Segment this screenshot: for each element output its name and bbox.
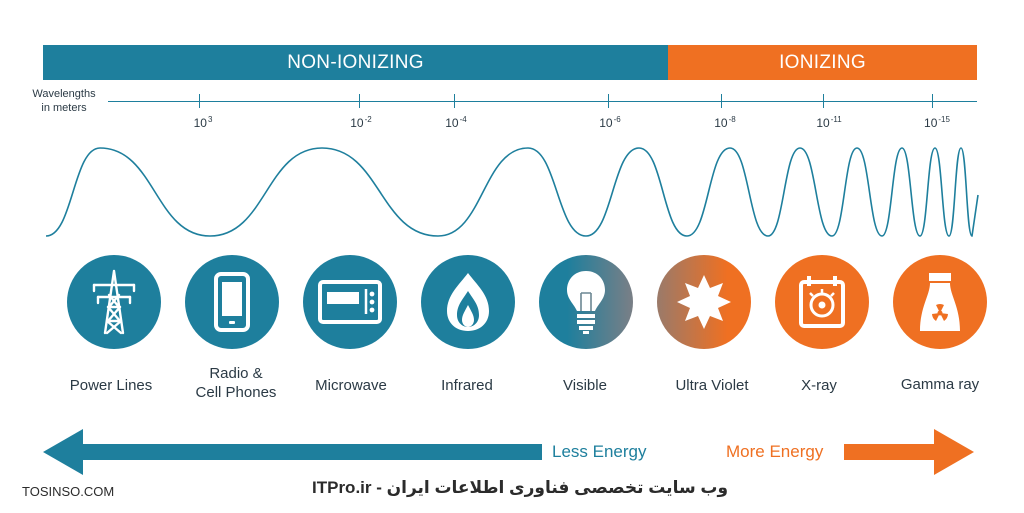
axis-tick (823, 94, 824, 108)
light-bulb-icon (567, 271, 605, 334)
more-energy-arrow (844, 444, 936, 460)
label-power-lines: Power Lines (69, 377, 153, 394)
axis-title-line2: in meters (41, 102, 87, 114)
ionizing-label: IONIZING (779, 51, 866, 73)
ultra-violet-circle (657, 255, 751, 349)
axis-tick (932, 94, 933, 108)
tick-label: 10-2 (350, 115, 372, 130)
more-energy-arrow-head (934, 429, 974, 475)
axis-tick (454, 94, 455, 108)
axis-tick (199, 94, 200, 108)
wave-line (45, 147, 979, 237)
power-lines-circle (67, 255, 161, 349)
axis-tick (721, 94, 722, 108)
x-ray-circle (775, 255, 869, 349)
less-energy-arrow-head (43, 429, 83, 475)
label-infrared: Infrared (441, 377, 493, 394)
tick-label: 10-11 (816, 115, 842, 130)
axis-tick (608, 94, 609, 108)
ionizing-band: IONIZING (668, 45, 977, 80)
axis-tick (359, 94, 360, 108)
cell-phone-icon (214, 272, 250, 332)
tick-label: 10-6 (599, 115, 621, 130)
label-microwave: Microwave (315, 377, 387, 394)
less-energy-label: Less Energy (552, 442, 647, 461)
radiation-plant-icon (920, 273, 960, 331)
x-ray-machine-icon (799, 276, 845, 328)
axis-title: Wavelengths in meters (24, 87, 104, 115)
tick-label: 10-4 (445, 115, 467, 130)
tick-label: 10-8 (714, 115, 736, 130)
tick-label: 10-15 (924, 115, 950, 130)
axis-title-line1: Wavelengths (32, 88, 96, 100)
infrared-circle (421, 255, 515, 349)
gamma-ray-circle (893, 255, 987, 349)
non-ionizing-band: NON-IONIZING (43, 45, 668, 80)
visible-circle (539, 255, 633, 349)
microwave-icon (318, 280, 382, 324)
power-tower-icon (92, 269, 136, 335)
more-energy-label: More Energy (726, 442, 824, 461)
non-ionizing-label: NON-IONIZING (287, 51, 424, 73)
watermark-itpro: ITPro.ir - وب سایت تخصصی فناوری اطلاعات … (312, 478, 729, 497)
label-radio-cell-phones: Radio & Cell Phones (195, 365, 277, 401)
label-x-ray: X-ray (801, 377, 837, 394)
watermark-tosinso: TOSINSO.COM (22, 484, 115, 499)
radio-cell-phones-circle (185, 255, 279, 349)
label-ultra-violet: Ultra Violet (675, 377, 749, 394)
tick-label: 103 (193, 115, 213, 130)
microwave-circle (303, 255, 397, 349)
label-gamma-ray: Gamma ray (900, 376, 980, 393)
sun-icon (677, 275, 731, 329)
wavelength-axis-line (108, 101, 977, 102)
label-visible: Visible (563, 377, 607, 394)
flame-icon (447, 273, 489, 331)
less-energy-arrow (82, 444, 542, 460)
